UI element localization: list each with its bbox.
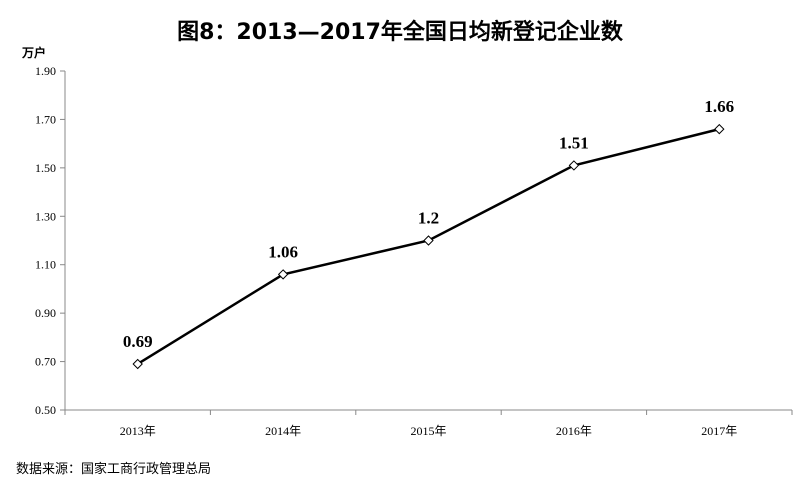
y-tick-label: 0.70 [35, 355, 56, 369]
data-label: 0.69 [123, 332, 153, 351]
y-tick-label: 1.10 [35, 258, 56, 272]
y-tick-label: 1.50 [35, 161, 56, 175]
data-point-marker [423, 235, 434, 246]
y-tick-label: 1.90 [35, 64, 56, 78]
data-labels: 0.69 1.06 1.2 1.51 1.66 [123, 97, 734, 351]
data-point-marker [714, 123, 725, 135]
y-tick-label: 1.70 [35, 112, 56, 126]
y-axis-ticks: 0.50 0.70 0.90 1.10 1.30 1.50 1.70 1.90 [35, 64, 65, 417]
data-point-marker [568, 160, 580, 171]
data-label: 1.2 [418, 209, 439, 228]
x-category-label: 2015年 [410, 424, 446, 438]
x-category-label: 2013年 [120, 424, 156, 438]
data-label: 1.06 [268, 242, 298, 261]
data-source-note: 数据来源：国家工商行政管理总局 [16, 462, 212, 477]
chart-title: 图8：2013—2017年全国日均新登记企业数 [177, 20, 623, 45]
data-point-marker [277, 269, 289, 280]
series-line [137, 127, 720, 366]
y-axis-unit-label: 万户 [22, 46, 47, 60]
series-markers [132, 123, 725, 370]
x-category-label: 2016年 [556, 424, 592, 438]
data-point-marker [132, 358, 143, 370]
x-axis-ticks: 2013年 2014年 2015年 2016年 2017年 [64, 410, 793, 438]
x-category-label: 2017年 [701, 424, 737, 438]
y-tick-label: 1.30 [35, 209, 56, 223]
x-category-label: 2014年 [265, 424, 301, 438]
data-label: 1.66 [704, 97, 734, 116]
data-label: 1.51 [559, 133, 589, 152]
y-tick-label: 0.90 [35, 306, 56, 320]
y-tick-label: 0.50 [35, 403, 56, 417]
